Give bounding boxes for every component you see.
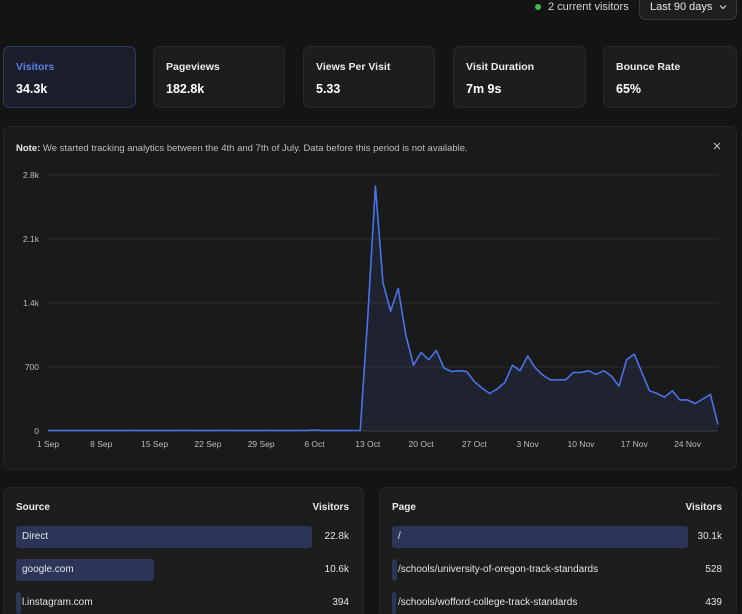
sources-count-header: Visitors — [312, 502, 350, 513]
stat-label: Visitors — [16, 61, 55, 73]
stat-pageviews[interactable]: Pageviews 182.8k — [153, 46, 285, 108]
x-tick-label: 6 Oct — [304, 439, 325, 449]
row-bar — [16, 559, 154, 581]
row-count: 394 — [332, 597, 349, 608]
x-tick-label: 13 Oct — [355, 439, 381, 449]
stat-label: Visit Duration — [466, 61, 535, 73]
page-row[interactable]: /schools/university-of-oregon-track-stan… — [380, 559, 736, 581]
row-label: /schools/university-of-oregon-track-stan… — [398, 564, 599, 575]
live-visitors: 2 current visitors — [535, 0, 629, 14]
x-tick-label: 10 Nov — [567, 439, 595, 449]
x-tick-label: 17 Nov — [621, 439, 649, 449]
y-tick-label: 2.8k — [23, 170, 40, 180]
source-row[interactable]: google.com 10.6k — [4, 559, 363, 581]
row-bar — [16, 526, 312, 548]
stat-value: 7m 9s — [466, 82, 502, 96]
stat-bounce-rate[interactable]: Bounce Rate 65% — [603, 46, 737, 108]
note-text: We started tracking analytics between th… — [40, 143, 468, 154]
stat-value: 182.8k — [166, 82, 205, 96]
row-label: / — [398, 531, 401, 542]
live-dot-icon — [535, 4, 541, 10]
row-label: l.instagram.com — [22, 597, 93, 608]
x-tick-label: 3 Nov — [517, 439, 540, 449]
stat-label: Bounce Rate — [616, 61, 681, 73]
row-label: google.com — [22, 564, 74, 575]
stat-label: Pageviews — [166, 61, 220, 73]
stat-visit-duration[interactable]: Visit Duration 7m 9s — [453, 46, 586, 108]
y-tick-label: 2.1k — [23, 234, 40, 244]
note-prefix: Note: — [16, 143, 41, 154]
row-count: 30.1k — [697, 531, 722, 542]
x-tick-label: 22 Sep — [194, 439, 221, 449]
sources-header: Source — [16, 502, 50, 513]
live-visitors-label: 2 current visitors — [548, 1, 629, 13]
row-count: 439 — [705, 597, 722, 608]
row-bar — [392, 526, 688, 548]
row-label: /schools/wofford-college-track-standards — [398, 597, 578, 608]
row-count: 528 — [705, 564, 722, 575]
x-tick-label: 29 Sep — [248, 439, 275, 449]
stat-value: 5.33 — [316, 82, 341, 96]
y-tick-label: 1.4k — [23, 298, 40, 308]
chevron-down-icon — [719, 5, 727, 10]
x-tick-label: 27 Oct — [462, 439, 488, 449]
close-icon[interactable] — [712, 141, 722, 151]
top-bar: 2 current visitors Last 90 days — [0, 0, 742, 36]
pages-header: Page — [392, 502, 416, 513]
date-range-label: Last 90 days — [650, 1, 713, 13]
stat-label: Views Per Visit — [316, 61, 391, 73]
row-count: 10.6k — [324, 564, 349, 575]
row-bar — [16, 592, 22, 614]
source-row[interactable]: Direct 22.8k — [4, 526, 363, 548]
stat-views-per-visit[interactable]: Views Per Visit 5.33 — [303, 46, 435, 108]
x-tick-label: 8 Sep — [90, 439, 112, 449]
y-tick-label: 700 — [25, 362, 39, 372]
page-row[interactable]: /schools/wofford-college-track-standards… — [380, 592, 736, 614]
y-tick-label: 0 — [34, 426, 39, 436]
tracking-note: Note: We started tracking analytics betw… — [16, 143, 468, 154]
visitors-chart-card: Note: We started tracking analytics betw… — [3, 126, 737, 470]
row-count: 22.8k — [324, 531, 349, 542]
stat-value: 34.3k — [16, 82, 48, 96]
visitors-chart: 0 700 1.4k 2.1k 2.8k 1 Sep 8 Sep 15 Sep 22 Sep 29… — [23, 170, 719, 449]
page-row[interactable]: / 30.1k — [380, 526, 736, 548]
source-row[interactable]: l.instagram.com 394 — [4, 592, 363, 614]
x-tick-label: 20 Oct — [409, 439, 435, 449]
row-bar — [392, 559, 398, 581]
date-range-dropdown[interactable]: Last 90 days — [639, 0, 737, 20]
x-tick-label: 15 Sep — [141, 439, 168, 449]
stat-visitors[interactable]: Visitors 34.3k — [3, 46, 136, 108]
series-area — [48, 186, 718, 431]
stat-value: 65% — [616, 82, 642, 96]
x-tick-label: 1 Sep — [37, 439, 59, 449]
sources-panel: Source Visitors Direct 22.8k google.com 10.… — [3, 487, 364, 614]
row-label: Direct — [22, 531, 49, 542]
pages-panel: Page Visitors / 30.1k/schools/university-… — [379, 487, 737, 614]
row-bar — [392, 592, 397, 614]
series-line — [48, 185, 719, 432]
x-tick-label: 24 Nov — [674, 439, 702, 449]
pages-count-header: Visitors — [685, 502, 723, 513]
